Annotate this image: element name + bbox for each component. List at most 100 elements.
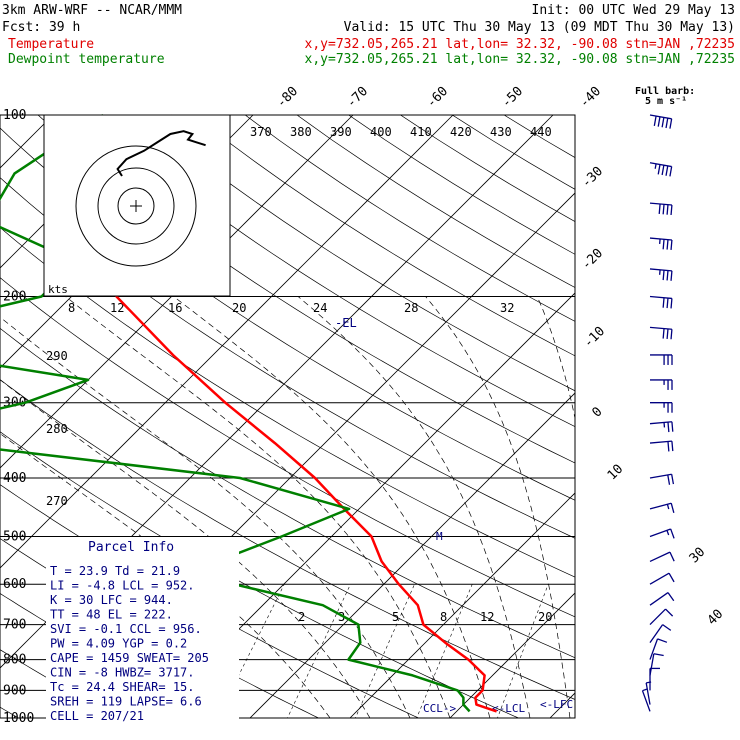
dry-adiabat-line — [89, 115, 575, 427]
wind-barb — [649, 638, 668, 660]
dry-adiabat-line — [0, 277, 575, 618]
hodograph-ring — [97, 167, 175, 245]
isotherm-label: -70 — [344, 84, 371, 111]
parcel-info-row: CIN = -8 HWBZ= 3717. — [50, 666, 195, 680]
forecast-hour: Fcst: 39 h — [2, 20, 80, 35]
el-marker: -EL — [335, 316, 357, 330]
hodograph-ring-label: 12 — [110, 301, 124, 315]
theta-label: 440 — [530, 125, 552, 139]
hodograph-ring-label: 24 — [313, 301, 327, 315]
parcel-info-title: Parcel Info — [88, 540, 174, 555]
mixing-ratio-label: 2 — [298, 610, 305, 624]
moist-adiabat-line — [536, 296, 575, 420]
isotherm-label: 0 — [589, 404, 605, 420]
wind-barb — [649, 624, 672, 644]
parcel-info-row: CAPE = 1459 SWEAT= 205 — [50, 651, 209, 665]
isotherm-label: 40 — [705, 607, 727, 629]
temperature-legend-label: Temperature — [8, 37, 94, 52]
dry-adiabat-line — [0, 379, 575, 700]
wind-barb — [650, 379, 673, 390]
wind-barb — [649, 202, 673, 216]
isotherm-line — [249, 392, 575, 718]
dry-adiabat-line — [0, 127, 575, 501]
mixing-ratio-label: 12 — [480, 610, 494, 624]
isotherm-label: -30 — [579, 164, 606, 191]
pressure-label: 500 — [3, 529, 26, 544]
dry-adiabat-line — [400, 115, 575, 222]
hodograph-ring — [117, 187, 155, 225]
moist-adiabat-line — [0, 316, 411, 718]
theta-label: 390 — [330, 125, 352, 139]
wind-barb — [650, 354, 673, 365]
isotherm-line — [349, 492, 575, 718]
hodograph: kts — [43, 114, 231, 297]
hodograph-ring-label: 20 — [232, 301, 246, 315]
parcel-info-row: SVI = -0.1 CCL = 956. — [50, 622, 202, 636]
isotherm-label: -10 — [581, 324, 608, 351]
wind-barb — [649, 162, 673, 177]
melting-marker: M — [436, 530, 443, 543]
wind-barb — [645, 681, 652, 705]
barb-legend-value: 5 m s⁻¹ — [645, 96, 687, 107]
parcel-info-box: Parcel Info T = 23.9 Td = 21.9LI = -4.8 … — [46, 537, 239, 723]
hodograph-ring-label: 8 — [68, 301, 75, 315]
isotherm-line — [0, 115, 554, 669]
lfc-marker: <-LFC — [540, 698, 573, 711]
wind-barb — [649, 592, 675, 606]
parcel-info-row: PW = 4.09 YGP = 0.2 — [50, 637, 187, 651]
theta-label: 430 — [490, 125, 512, 139]
plot-frame — [0, 114, 576, 719]
pressure-label: 700 — [3, 618, 26, 633]
mixing-ratio-line — [497, 584, 549, 718]
wind-barb — [649, 653, 664, 676]
dry-adiabat-line — [296, 115, 575, 288]
model-title: 3km ARW-WRF -- NCAR/MMM — [2, 3, 182, 18]
hodograph-trace — [116, 130, 206, 177]
chart-header: 3km ARW-WRF -- NCAR/MMM Init: 00 UTC Wed… — [2, 3, 735, 67]
dewpoint-legend-label: Dewpoint temperature — [8, 52, 165, 67]
isotherm-line — [0, 115, 454, 569]
pressure-label: 900 — [3, 683, 26, 698]
parcel-info-row: LI = -4.8 LCL = 952. — [50, 579, 195, 593]
parcel-info-row: T = 23.9 Td = 21.9 — [50, 564, 180, 578]
theta-label: 400 — [370, 125, 392, 139]
mixing-ratio-label: 8 — [440, 610, 447, 624]
mixing-ratio-label: 20 — [538, 610, 552, 624]
wind-barb — [649, 421, 674, 433]
init-time: Init: 00 UTC Wed 29 May 13 — [532, 3, 736, 18]
parcel-info-row: K = 30 LFC = 944. — [50, 593, 173, 607]
dry-adiabat-label: 280 — [46, 422, 68, 436]
valid-time: Valid: 15 UTC Thu 30 May 13 (09 MDT Thu … — [344, 20, 735, 35]
lcl-marker: <-LCL — [492, 702, 525, 715]
pressure-label: 800 — [3, 653, 26, 668]
isotherm-label: -80 — [274, 84, 301, 111]
barb-legend-title: Full barb: — [635, 86, 695, 97]
wind-barb — [649, 473, 675, 485]
dewpoint-location: x,y=732.05,265.21 lat,lon= 32.32, -90.08… — [305, 52, 735, 67]
wind-barbs — [641, 114, 675, 712]
dry-adiabat-line — [348, 115, 575, 255]
moist-adiabat-line — [297, 296, 531, 718]
wind-barb — [649, 551, 675, 563]
dry-adiabat-label: 290 — [46, 349, 68, 363]
wind-barb — [649, 440, 674, 452]
mixing-ratio-line — [355, 584, 415, 718]
ccl-marker: CCL-> — [423, 702, 456, 715]
wind-barb — [649, 608, 674, 626]
wind-barb — [649, 295, 673, 309]
mixing-ratio-label: 3 — [338, 610, 345, 624]
mixing-ratio-line — [416, 584, 473, 718]
pressure-label: 600 — [3, 577, 26, 592]
dry-adiabat-line — [503, 115, 575, 158]
dry-adiabat-line — [0, 327, 575, 659]
dry-adiabat-line — [0, 177, 575, 539]
dry-adiabat-label: 270 — [46, 494, 68, 508]
mixing-ratio-label: 5 — [392, 610, 399, 624]
parcel-info-row: SREH = 119 LAPSE= 6.6 — [50, 695, 202, 709]
theta-label: 370 — [250, 125, 272, 139]
wind-barb — [649, 572, 675, 585]
parcel-info-row: Tc = 24.4 SHEAR= 15. — [50, 680, 195, 694]
wind-barb — [649, 667, 660, 691]
wind-barb — [649, 114, 673, 129]
